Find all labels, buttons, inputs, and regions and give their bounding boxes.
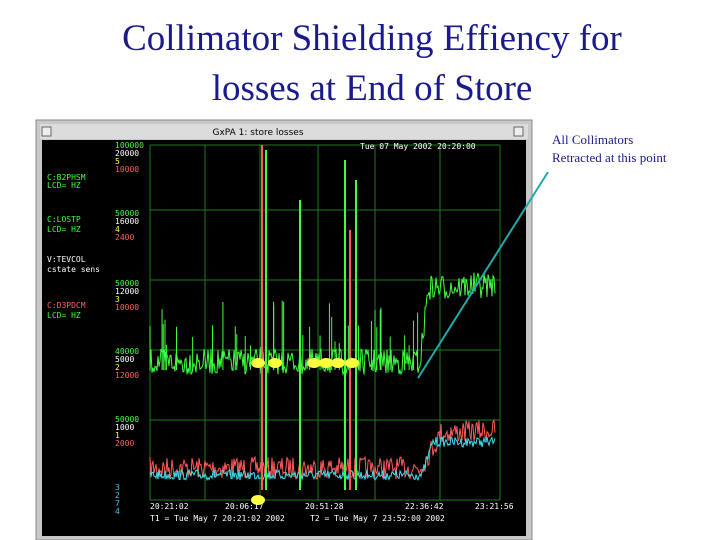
window-maximize-button[interactable]: [513, 126, 524, 137]
time-label: 20:51:28: [305, 502, 344, 511]
callout-line: [417, 171, 549, 379]
scale-label: 2: [115, 363, 120, 372]
scale-label: 7: [115, 499, 120, 508]
window-menu-button[interactable]: [41, 126, 52, 137]
trace: [268, 358, 282, 368]
callout-text: All Collimators: [552, 132, 633, 147]
slide-title: losses at End of Store: [212, 68, 533, 109]
scale-label: 16000: [115, 217, 139, 226]
scale-label: 12000: [115, 287, 139, 296]
scale-label: 10000: [115, 303, 139, 312]
scale-label: 2400: [115, 233, 134, 242]
trace: [331, 358, 345, 368]
channel-label: LCD= HZ: [47, 311, 81, 320]
scale-label: 100000: [115, 141, 144, 150]
scale-label: 2000: [115, 439, 134, 448]
channel-label: C:LOSTP: [47, 215, 81, 224]
scale-label: 40000: [115, 347, 139, 356]
traces: [149, 145, 496, 505]
scale-label: 5: [115, 157, 120, 166]
trace: [149, 418, 496, 480]
scale-label: 1: [115, 431, 120, 440]
scale-label: 50000: [115, 415, 139, 424]
time-label: 20:21:02: [150, 502, 189, 511]
scale-label: 4: [115, 225, 120, 234]
trace: [307, 358, 321, 368]
channel-label: LCD= HZ: [47, 225, 81, 234]
scale-label: 1000: [115, 423, 134, 432]
channel-label: C:D3PDCM: [47, 301, 86, 310]
scale-label: 10000: [115, 165, 139, 174]
title-bar: [40, 124, 528, 139]
scale-label: 4: [115, 507, 120, 516]
scale-label: 50000: [115, 279, 139, 288]
scale-label: 12000: [115, 371, 139, 380]
scale-label: 2: [115, 491, 120, 500]
channel-label: V:TEVCOL: [47, 255, 86, 264]
channel-label: LCD= HZ: [47, 181, 81, 190]
trace: [251, 358, 265, 368]
time-label: 22:36:42: [405, 502, 444, 511]
scale-label: 3: [115, 295, 120, 304]
scale-label: 50000: [115, 209, 139, 218]
channel-label: cstate sens: [47, 265, 100, 274]
scale-label: 5000: [115, 355, 134, 364]
timestamp: Tue 07 May 2002 20:20:00: [360, 142, 476, 151]
trace: [345, 358, 359, 368]
channel-label: C:B2PHSM: [47, 173, 86, 182]
scale-label: 20000: [115, 149, 139, 158]
callout-text: Retracted at this point: [552, 150, 667, 165]
trace: [251, 495, 265, 505]
time-label: 20:06:17: [225, 502, 264, 511]
trace: [319, 358, 333, 368]
grid: [149, 144, 501, 501]
window-title: GxPA 1: store losses: [212, 128, 303, 138]
footer-text: T1 = Tue May 7 20:21:02 2002: [150, 514, 285, 523]
trace: [149, 436, 496, 482]
slide-title: Collimator Shielding Effiency for: [122, 18, 622, 59]
scale-label: 3: [115, 483, 120, 492]
footer-text: T2 = Tue May 7 23:52:00 2002: [310, 514, 445, 523]
time-label: 23:21:56: [475, 502, 514, 511]
